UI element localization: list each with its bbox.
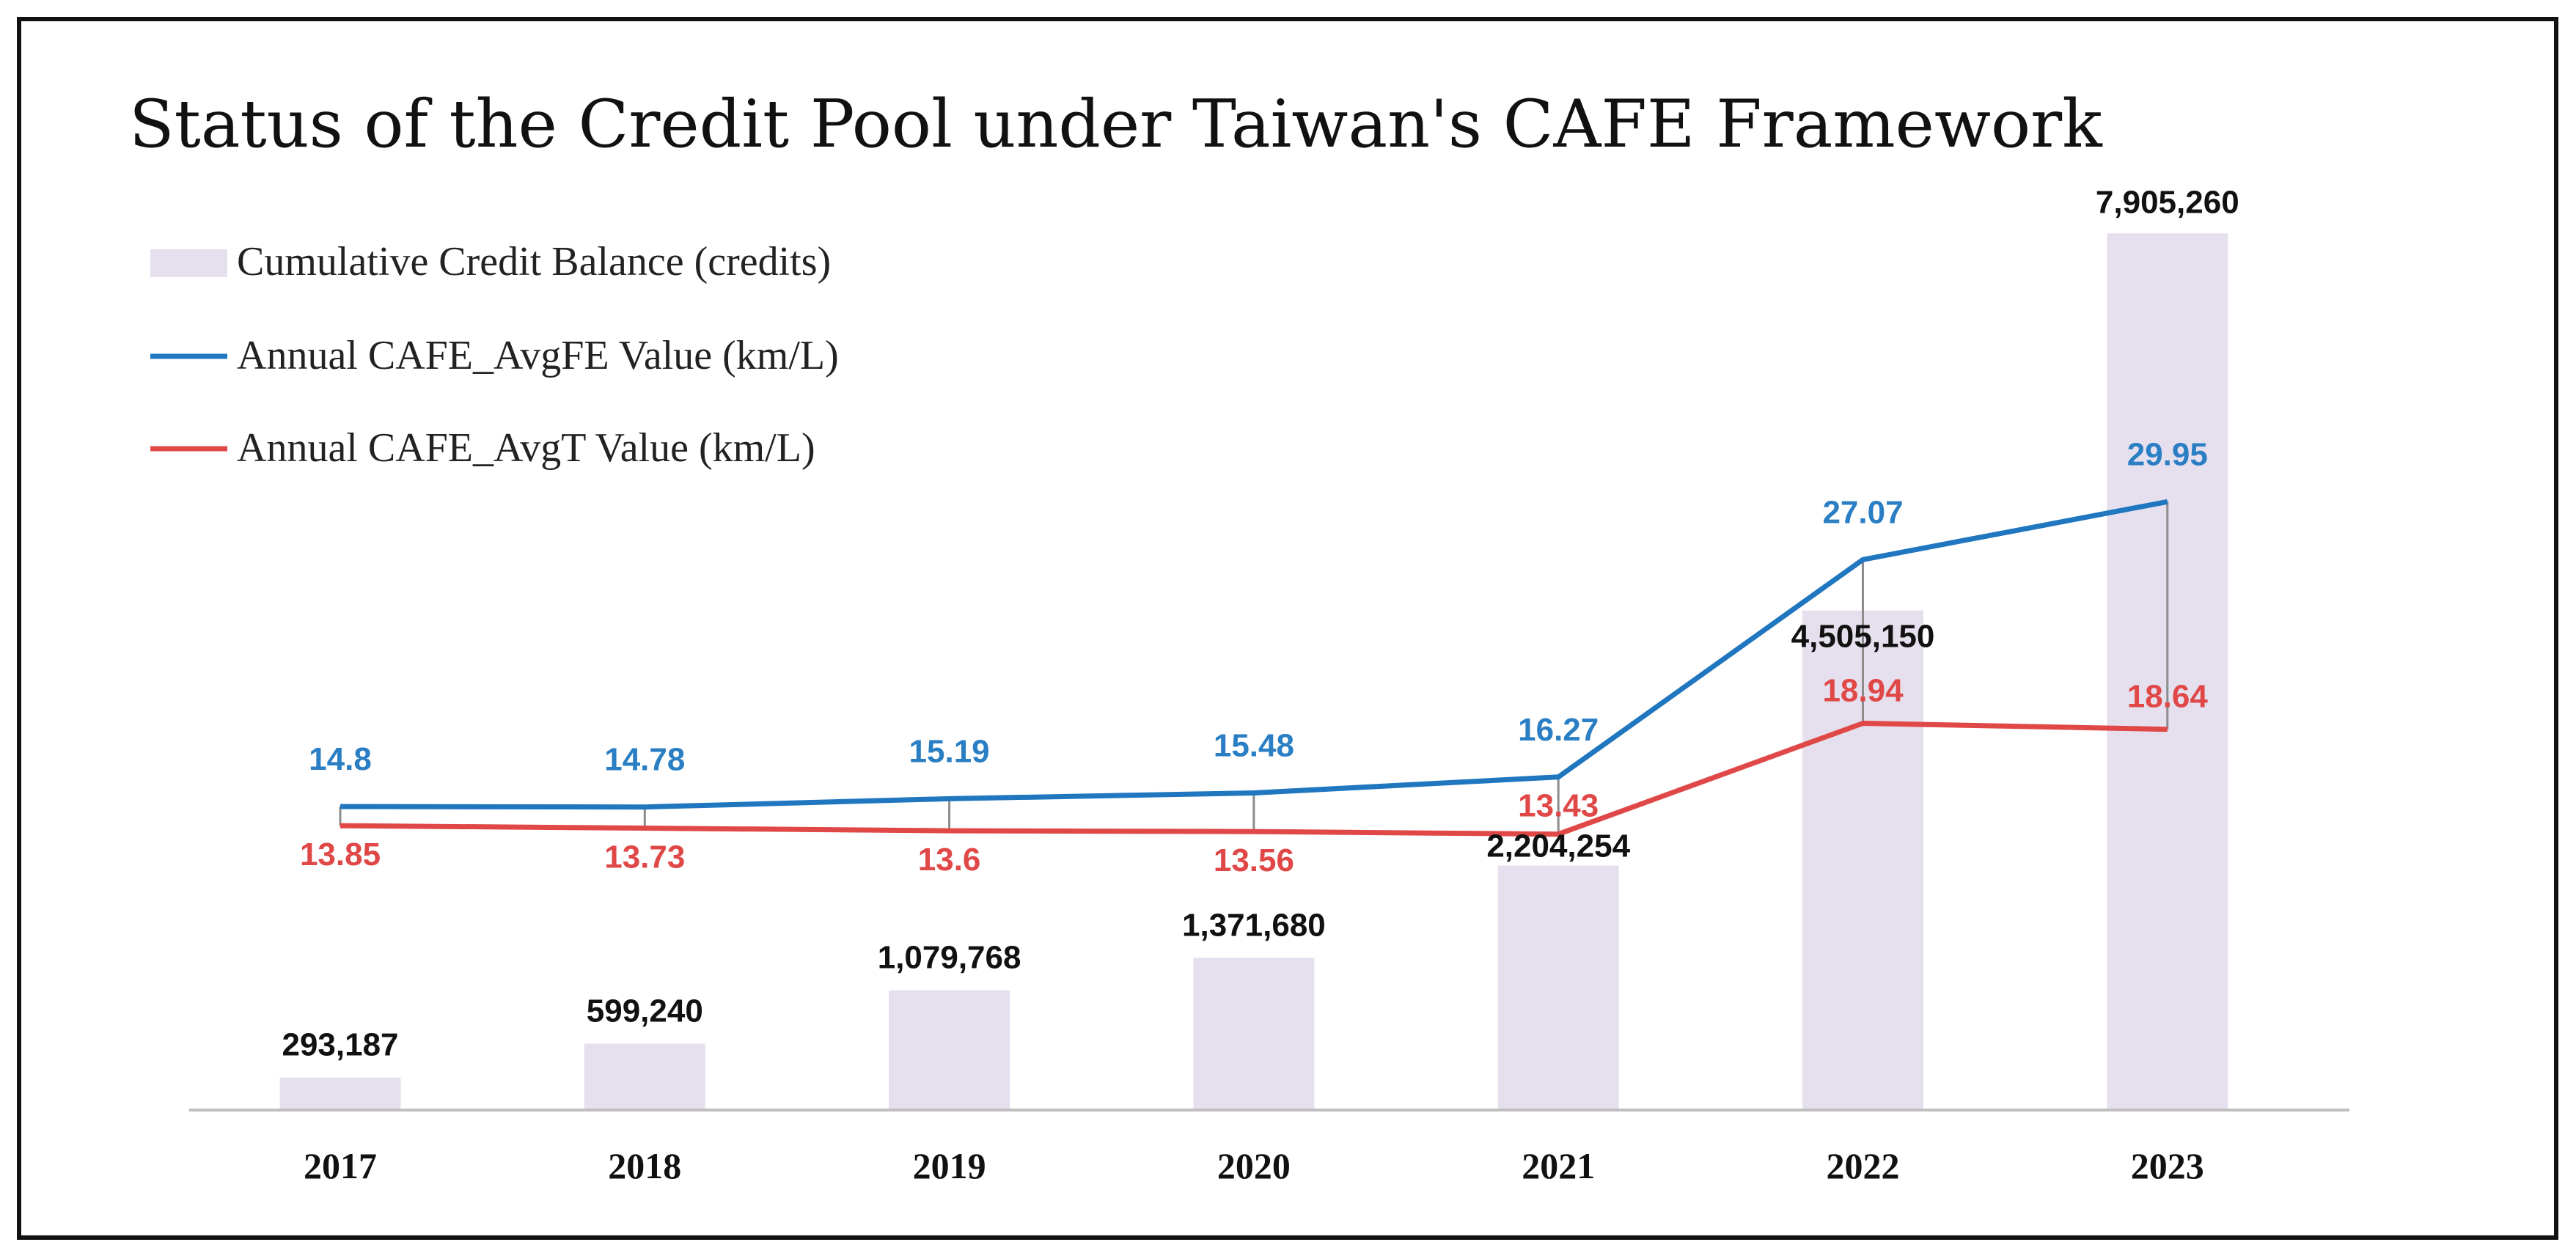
bar-label-2018: 599,240 bbox=[587, 993, 703, 1029]
avgt-label-2017: 13.85 bbox=[300, 837, 381, 872]
avgt-labels-group: 13.85 13.73 13.6 13.56 13.43 18.94 18.64 bbox=[300, 672, 2208, 878]
bars-group bbox=[279, 233, 2228, 1110]
avgfe-label-2019: 15.19 bbox=[909, 733, 990, 769]
bar-label-2019: 1,079,768 bbox=[878, 940, 1021, 976]
avgfe-label-2022: 27.07 bbox=[1822, 494, 1903, 530]
legend: Cumulative Credit Balance (credits) Annu… bbox=[150, 239, 839, 471]
bar-2019 bbox=[889, 990, 1010, 1110]
series-line-avgfe bbox=[340, 499, 2168, 810]
avgt-label-2019: 13.6 bbox=[918, 842, 981, 878]
avgt-label-2022: 18.94 bbox=[1822, 672, 1904, 708]
bar-2018 bbox=[584, 1043, 705, 1110]
x-tick-2019: 2019 bbox=[913, 1145, 986, 1186]
avgt-label-2018: 13.73 bbox=[604, 839, 685, 875]
bar-labels-group: 293,187 599,240 1,079,768 1,371,680 2,204,25… bbox=[282, 184, 2239, 1062]
x-tick-2020: 2020 bbox=[1217, 1145, 1291, 1186]
bar-label-2017: 293,187 bbox=[282, 1027, 398, 1063]
x-tick-labels: 2017 2018 2019 2020 2021 2022 2023 bbox=[304, 1145, 2204, 1186]
bar-label-2022: 4,505,150 bbox=[1791, 619, 1935, 655]
x-tick-2022: 2022 bbox=[1827, 1145, 1900, 1186]
bar-label-2021: 2,204,254 bbox=[1486, 828, 1630, 864]
avgfe-label-2023: 29.95 bbox=[2127, 436, 2208, 472]
bar-label-2023: 7,905,260 bbox=[2096, 184, 2239, 220]
avgfe-label-2017: 14.8 bbox=[309, 741, 372, 777]
legend-label-credit-balance: Cumulative Credit Balance (credits) bbox=[237, 239, 831, 284]
bar-2020 bbox=[1193, 958, 1315, 1110]
x-tick-2021: 2021 bbox=[1522, 1145, 1595, 1186]
avgt-label-2021: 13.43 bbox=[1518, 788, 1599, 824]
legend-swatch-credit-balance bbox=[150, 249, 227, 277]
avgfe-labels-group: 14.8 14.78 15.19 15.48 16.27 27.07 29.95 bbox=[309, 436, 2208, 777]
avgfe-label-2020: 15.48 bbox=[1214, 727, 1294, 763]
bar-2021 bbox=[1497, 865, 1619, 1110]
avgfe-label-2021: 16.27 bbox=[1518, 712, 1599, 748]
series-line-avgt bbox=[340, 721, 2168, 837]
x-tick-2017: 2017 bbox=[304, 1145, 377, 1186]
chart-title: Status of the Credit Pool under Taiwan's… bbox=[129, 86, 2103, 163]
avgfe-label-2018: 14.78 bbox=[604, 742, 685, 778]
bar-2017 bbox=[279, 1077, 401, 1110]
x-tick-2023: 2023 bbox=[2131, 1145, 2204, 1186]
legend-label-avgfe: Annual CAFE_AvgFE Value (km/L) bbox=[237, 333, 839, 378]
avgt-label-2020: 13.56 bbox=[1214, 842, 1294, 878]
bar-label-2020: 1,371,680 bbox=[1182, 908, 1326, 944]
legend-label-avgt: Annual CAFE_AvgT Value (km/L) bbox=[237, 425, 815, 471]
avgt-label-2023: 18.64 bbox=[2127, 679, 2209, 715]
x-tick-2018: 2018 bbox=[608, 1145, 681, 1186]
drop-lines-group bbox=[339, 501, 2169, 834]
